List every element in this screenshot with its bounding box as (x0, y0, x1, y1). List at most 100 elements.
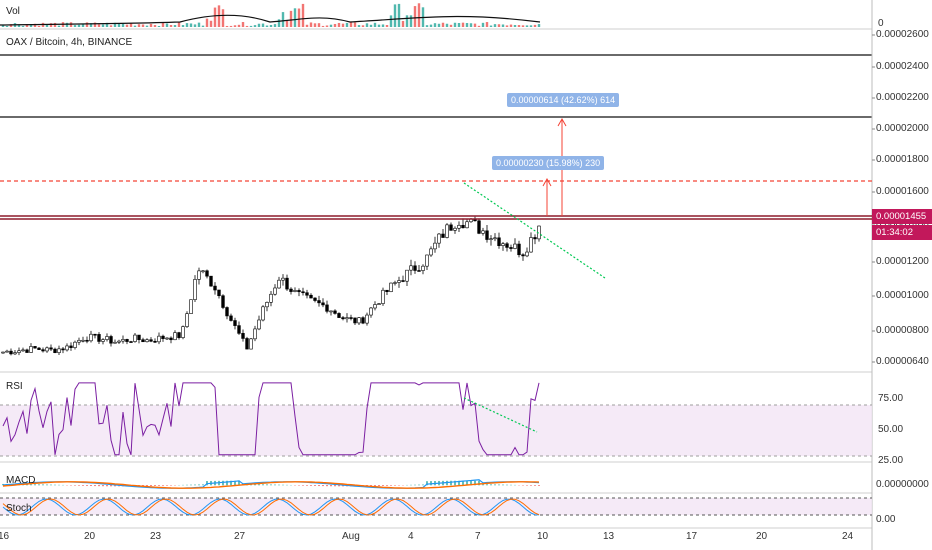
macd-histogram-bar (222, 480, 224, 486)
candle (105, 336, 109, 340)
volume-bar (177, 22, 181, 27)
countdown-tag: 01:34:02 (872, 225, 932, 240)
candle (137, 334, 141, 340)
volume-bar (101, 24, 105, 27)
candle (345, 317, 349, 320)
macd-histogram-bar (426, 481, 428, 486)
candle (357, 317, 361, 324)
macd-histogram-bar (490, 484, 492, 486)
price-axis-label: 0.00001600 (876, 186, 929, 197)
candle (25, 349, 29, 353)
stoch-d-line (2, 498, 540, 516)
rsi-axis-label: 25.00 (878, 455, 904, 466)
volume-pane-title: Vol (6, 6, 20, 17)
candle (521, 254, 525, 257)
macd-histogram-bar (114, 485, 116, 487)
candle (433, 242, 437, 250)
volume-bar (369, 24, 373, 27)
volume-bar (153, 25, 157, 27)
time-axis-label: Aug (342, 531, 360, 542)
indicator-axis-label: 0.00 (876, 514, 896, 525)
candle (413, 265, 417, 271)
candle (229, 315, 233, 321)
macd-histogram-bar (190, 484, 192, 486)
macd-histogram-bar (382, 485, 384, 486)
volume-bar (425, 25, 429, 27)
macd-histogram-bar (394, 485, 396, 486)
volume-bar (249, 25, 253, 27)
stoch-band (0, 498, 872, 515)
candle (409, 265, 413, 271)
macd-histogram-bar (302, 485, 304, 486)
candle (121, 339, 125, 342)
candle (117, 340, 121, 343)
candle (297, 290, 301, 293)
volume-bar (401, 20, 405, 27)
candle (397, 280, 401, 283)
macd-histogram-bar (458, 480, 460, 486)
volume-bar (449, 24, 453, 27)
volume-bar (473, 23, 477, 27)
candle (113, 341, 117, 344)
volume-bar (229, 25, 233, 27)
volume-bar (317, 23, 321, 27)
macd-histogram-bar (506, 484, 508, 486)
time-axis-label: 7 (475, 531, 481, 542)
candle (253, 328, 257, 340)
volume-bar (205, 18, 209, 27)
volume-bar (433, 23, 437, 27)
volume-bar (497, 24, 501, 27)
volume-bar (537, 24, 541, 27)
candle (485, 230, 489, 240)
volume-bar (157, 25, 161, 27)
volume-bar (321, 25, 325, 27)
volume-bar (29, 24, 33, 27)
candle (177, 332, 181, 338)
candle (369, 307, 373, 316)
candle (69, 345, 73, 348)
time-axis-label: 27 (234, 531, 246, 542)
macd-histogram-bar (370, 485, 372, 487)
volume-bar (373, 22, 377, 27)
candle (197, 270, 201, 280)
time-axis-label: 16 (0, 531, 10, 542)
macd-histogram-bar (86, 485, 88, 486)
macd-histogram-bar (166, 485, 168, 486)
volume-bar (525, 25, 529, 27)
macd-histogram-bar (142, 485, 144, 487)
candle (37, 347, 41, 350)
volume-bar (73, 25, 77, 27)
volume-bar (441, 22, 445, 27)
candle (365, 314, 369, 324)
indicator-axis-label: 0.00000000 (876, 479, 929, 490)
macd-histogram-bar (326, 485, 328, 487)
macd-histogram-bar (270, 484, 272, 486)
candle (285, 277, 289, 290)
candle (273, 287, 277, 295)
candle (77, 339, 81, 343)
time-axis-label: 23 (150, 531, 162, 542)
price-axis-label: 0.00000640 (876, 356, 929, 367)
volume-bar (125, 24, 129, 27)
candle (141, 339, 145, 343)
candle (265, 302, 269, 308)
macd-histogram-bar (158, 485, 160, 486)
downtrend-line (463, 182, 606, 279)
volume-bar (253, 25, 257, 27)
rsi-axis-label: 75.00 (878, 393, 904, 404)
candle (401, 280, 405, 282)
macd-histogram-bar (502, 484, 504, 486)
volume-bar (405, 15, 409, 27)
volume-bar (313, 23, 317, 27)
volume-bar (1, 24, 5, 27)
macd-histogram-bar (418, 484, 420, 486)
candle (445, 224, 449, 238)
macd-histogram-bar (90, 485, 92, 486)
candle (329, 310, 333, 313)
macd-histogram-bar (202, 484, 204, 486)
candle (233, 320, 237, 326)
candle (57, 348, 61, 353)
volume-bar (241, 22, 245, 27)
volume-bar (341, 23, 345, 27)
